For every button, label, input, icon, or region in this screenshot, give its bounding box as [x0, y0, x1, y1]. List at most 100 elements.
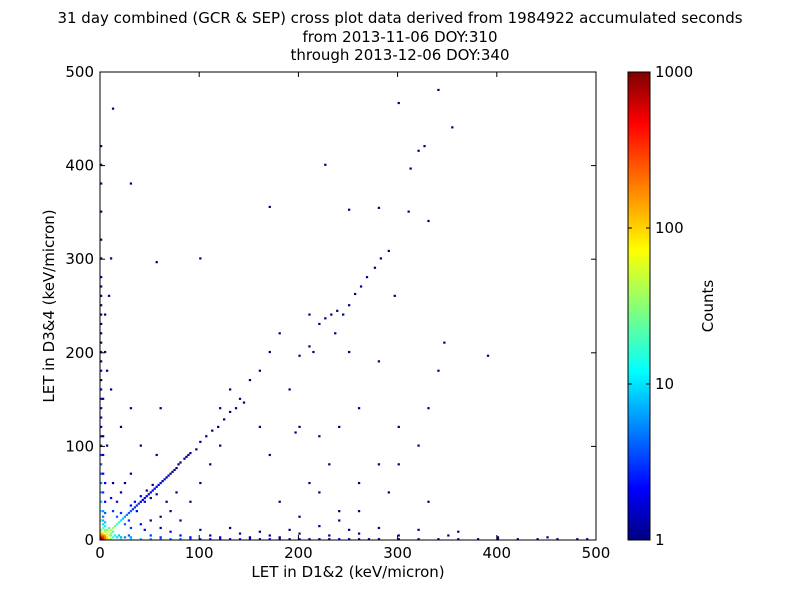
heatmap-bin: [137, 502, 140, 505]
heatmap-bin: [100, 350, 103, 354]
heatmap-bin: [298, 425, 301, 428]
y-axis-label: LET in D3&4 (keV/micron): [40, 209, 58, 402]
heatmap-bin: [187, 453, 190, 457]
heatmap-bin: [100, 532, 103, 535]
heatmap-bin: [100, 407, 103, 410]
heatmap-bin: [367, 538, 371, 541]
heatmap-bin: [189, 538, 192, 541]
heatmap-bin: [268, 350, 271, 354]
heatmap-bin: [318, 435, 321, 438]
heatmap-bin: [100, 538, 103, 541]
heatmap-bin: [103, 511, 107, 515]
heatmap-bin: [159, 526, 162, 530]
heatmap-bin: [228, 410, 232, 414]
heatmap-bin: [238, 532, 242, 535]
heatmap-bin: [324, 163, 327, 166]
heatmap-bin: [103, 521, 107, 524]
heatmap-bin: [288, 538, 291, 541]
heatmap-bin: [100, 444, 103, 447]
heatmap-bin: [129, 504, 133, 507]
heatmap-bin: [119, 491, 123, 494]
heatmap-bin: [417, 528, 420, 531]
heatmap-bin: [330, 313, 333, 316]
heatmap-bin: [133, 500, 137, 503]
heatmap-bin: [115, 523, 119, 526]
heatmap-bin: [103, 534, 107, 537]
heatmap-bin: [100, 534, 103, 537]
heatmap-bin: [387, 491, 390, 494]
heatmap-bin: [179, 519, 182, 522]
heatmap-bin: [199, 481, 202, 485]
heatmap-bin: [139, 538, 142, 541]
y-tick-label: 300: [65, 250, 94, 268]
heatmap-bin: [139, 444, 142, 447]
heatmap-bin: [103, 538, 107, 541]
heatmap-bin: [119, 511, 123, 515]
heatmap-bin: [107, 294, 111, 297]
heatmap-bin: [151, 483, 154, 487]
heatmap-bin: [348, 350, 351, 354]
heatmap-bin: [258, 369, 262, 372]
heatmap-bin: [100, 536, 103, 539]
x-axis-label: LET in D1&2 (keV/micron): [251, 563, 444, 581]
heatmap-bin: [159, 538, 162, 541]
heatmap-bin: [129, 472, 133, 475]
heatmap-bin: [100, 472, 103, 475]
heatmap-bin: [219, 407, 222, 410]
heatmap-bin: [101, 534, 105, 537]
heatmap-bin: [476, 538, 480, 541]
heatmap-bin: [100, 163, 103, 166]
heatmap-bin: [109, 532, 113, 535]
heatmap-bin: [117, 521, 121, 524]
heatmap-bin: [308, 481, 311, 485]
heatmap-bin: [107, 526, 111, 530]
heatmap-bin: [496, 538, 500, 541]
heatmap-bin: [417, 538, 420, 541]
heatmap-bin: [167, 474, 170, 477]
heatmap-bin: [189, 452, 192, 455]
heatmap-bin: [576, 538, 579, 541]
heatmap-bin: [298, 354, 301, 357]
heatmap-bin: [308, 313, 311, 316]
heatmap-bin: [100, 313, 103, 316]
heatmap-bin: [143, 500, 146, 503]
heatmap-bin: [209, 463, 212, 466]
heatmap-bin: [107, 538, 111, 541]
heatmap-bin: [109, 257, 113, 260]
heatmap-bin: [238, 538, 242, 541]
heatmap-bin: [100, 510, 103, 513]
heatmap-bin: [393, 294, 396, 297]
heatmap-bin: [115, 500, 119, 503]
heatmap-bin: [189, 536, 192, 539]
heatmap-bin: [155, 453, 158, 457]
heatmap-bin: [373, 266, 377, 269]
heatmap-bin: [169, 510, 172, 513]
heatmap-bin: [111, 481, 115, 485]
heatmap-bin: [149, 519, 152, 522]
heatmap-bin: [338, 519, 341, 522]
heatmap-bin: [109, 538, 113, 541]
heatmap-bin: [288, 528, 291, 531]
heatmap-bin: [145, 495, 148, 498]
heatmap-bin: [151, 489, 154, 492]
heatmap-bin: [100, 453, 103, 457]
heatmap-bin: [157, 483, 160, 487]
heatmap-bin: [278, 500, 281, 503]
heatmap-bin: [100, 341, 103, 344]
heatmap-bin: [328, 463, 331, 466]
heatmap-bin: [127, 519, 131, 522]
heatmap-bin: [100, 425, 103, 428]
heatmap-bin: [397, 534, 400, 537]
heatmap-bin: [228, 388, 232, 391]
heatmap-bin: [219, 536, 222, 539]
x-tick-label: 400: [482, 544, 511, 562]
heatmap-bin: [298, 532, 301, 535]
heatmap-bin: [100, 379, 103, 382]
x-tick-label: 0: [95, 544, 105, 562]
heatmap-bin: [141, 498, 144, 501]
heatmap-bin: [451, 126, 454, 129]
heatmap-bin: [294, 431, 297, 434]
chart-title-line-3: through 2013-12-06 DOY:340: [290, 46, 510, 64]
heatmap-bin: [268, 453, 271, 457]
